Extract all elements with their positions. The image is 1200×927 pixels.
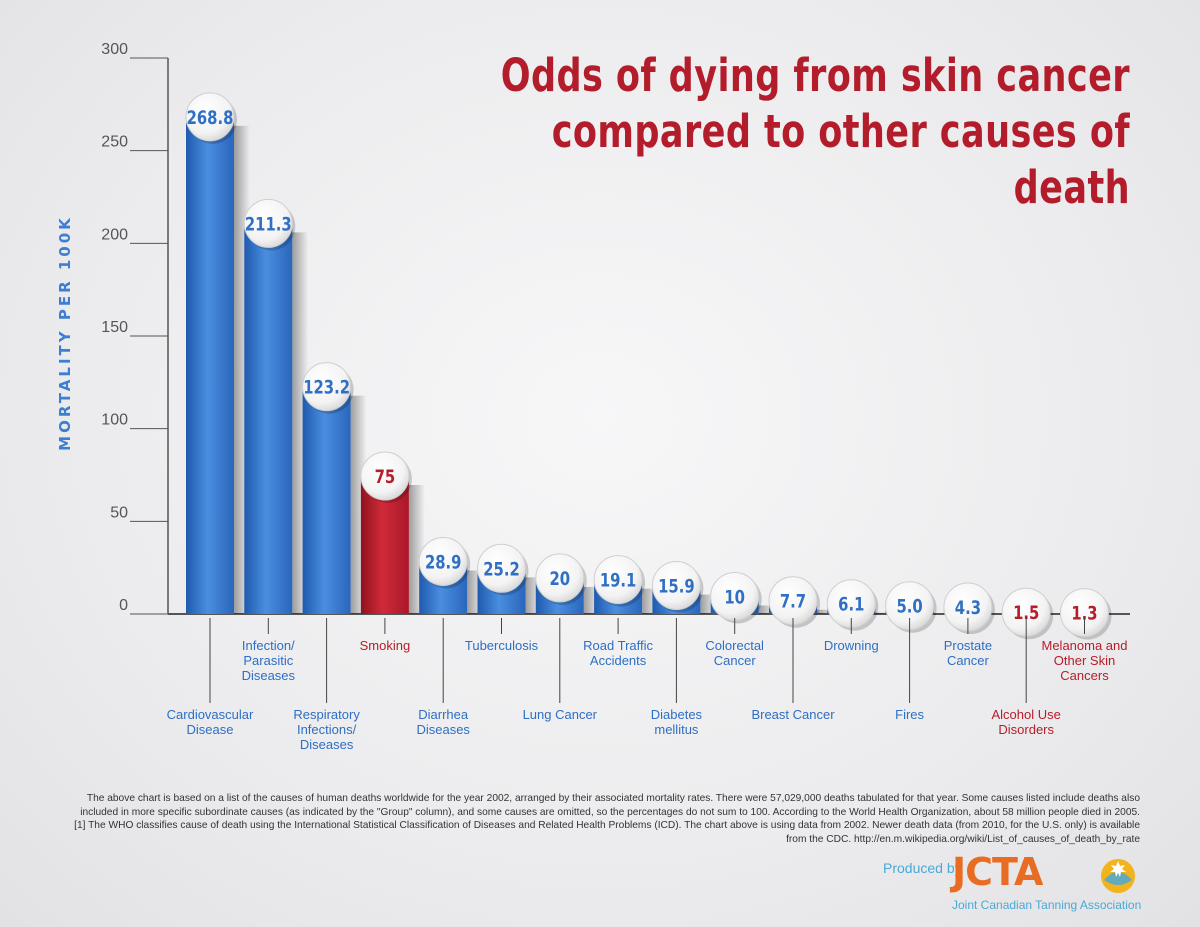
category-label-line: Cancer: [714, 653, 757, 668]
value-bubble: [418, 536, 468, 586]
category-label-line: Road Traffic: [583, 638, 653, 653]
category-label-line: Respiratory: [293, 707, 360, 722]
data-label: 268.8: [187, 107, 234, 129]
category-label-line: Cardiovascular: [167, 707, 254, 722]
bar-shadow: [817, 609, 833, 614]
jcta-logo: JCTA: [952, 850, 1043, 894]
category-label: Alcohol Use Disorders: [992, 707, 1061, 737]
category-label-line: Diseases: [300, 737, 354, 752]
category-label-line: Colorectal: [705, 638, 764, 653]
bar-shadow: [758, 605, 775, 614]
y-tick-label: 150: [101, 319, 128, 336]
category-label: Respiratory Infections/Diseases: [293, 707, 360, 752]
category-label-line: mellitus: [654, 722, 699, 737]
category-label-line: Parasitic: [243, 653, 293, 668]
category-label: Prostate Cancer: [944, 638, 992, 668]
value-bubble: [477, 543, 526, 593]
value-bubble: [243, 198, 293, 248]
bar: [302, 385, 351, 614]
category-label: Lung Cancer: [523, 707, 598, 722]
category-label: Cardiovascular Disease: [167, 707, 254, 737]
category-label-line: Drowning: [824, 638, 879, 653]
data-label: 75: [375, 466, 396, 488]
category-label-line: Infections/: [297, 722, 357, 737]
category-label-line: Accidents: [590, 653, 647, 668]
chart-title: Odds of dying from skin cancer compared …: [500, 49, 1130, 214]
category-label-line: Fires: [895, 707, 924, 722]
category-label-line: Cancers: [1060, 668, 1109, 683]
data-label: 15.9: [658, 576, 695, 598]
bar-shadow: [875, 612, 892, 614]
value-bubble: [593, 555, 643, 605]
category-label: Colorectal Cancer: [705, 638, 764, 668]
category-label-line: Lung Cancer: [523, 707, 598, 722]
category-label: Diabetes mellitus: [651, 707, 703, 737]
bar: [186, 115, 234, 614]
category-label-line: Diseases: [416, 722, 470, 737]
category-label-line: Melanoma and: [1042, 638, 1128, 653]
y-tick-label: 100: [101, 412, 128, 429]
value-bubble: [535, 553, 585, 603]
value-bubble: [360, 451, 410, 501]
y-tick-label: 50: [110, 504, 128, 521]
value-bubble: [1060, 588, 1109, 638]
category-label-line: Disease: [187, 722, 234, 737]
category-label-line: Diarrhea: [418, 707, 469, 722]
produced-by-label: Produced by: [883, 860, 962, 876]
data-label: 1.5: [1013, 602, 1039, 624]
category-label-line: Cancer: [947, 653, 990, 668]
footnote: The above chart is based on a list of th…: [74, 793, 1140, 845]
category-label: Road Traffic Accidents: [583, 638, 653, 668]
data-label: 1.3: [1071, 603, 1097, 625]
data-label: 25.2: [483, 559, 520, 581]
data-label: 19.1: [600, 570, 637, 592]
value-bubble: [185, 92, 235, 142]
category-label: Infection/Parasitic Diseases: [242, 638, 296, 683]
data-label: 123.2: [303, 377, 350, 399]
category-label-line: Other Skin: [1054, 653, 1115, 668]
data-label: 10: [724, 587, 745, 609]
category-label-line: Disorders: [998, 722, 1054, 737]
data-label: 4.3: [955, 597, 981, 619]
category-label: Tuberculosis: [465, 638, 539, 653]
category-label: Drowning: [824, 638, 879, 653]
value-bubble: [302, 362, 352, 412]
category-label: Breast Cancer: [751, 707, 835, 722]
y-tick-label: 250: [101, 134, 128, 151]
y-tick-label: 200: [101, 226, 128, 243]
bar: [244, 222, 293, 614]
category-label-line: Tuberculosis: [465, 638, 539, 653]
category-label-line: Smoking: [360, 638, 411, 653]
category-label: Diarrhea Diseases: [416, 707, 470, 737]
category-label-line: Diseases: [242, 668, 296, 683]
category-label-line: Breast Cancer: [751, 707, 835, 722]
org-name: Joint Canadian Tanning Association: [952, 898, 1142, 912]
data-label: 7.7: [780, 591, 806, 613]
data-label: 211.3: [245, 214, 292, 236]
category-label: Fires: [895, 707, 924, 722]
category-label-line: Diabetes: [651, 707, 703, 722]
category-label-line: Prostate: [944, 638, 992, 653]
value-bubble: [651, 561, 701, 611]
data-label: 28.9: [425, 552, 462, 574]
sun-logo-icon: [1101, 859, 1135, 893]
data-label: 5.0: [896, 596, 922, 618]
category-label-line: Alcohol Use: [992, 707, 1061, 722]
y-tick-label: 0: [119, 597, 128, 614]
data-label: 20: [549, 568, 570, 590]
category-label-line: Infection/: [242, 638, 295, 653]
category-label: Smoking: [360, 638, 411, 653]
y-tick-label: 300: [101, 41, 128, 58]
category-label: Melanoma and Other Skin Cancers: [1042, 638, 1128, 683]
data-label: 6.1: [838, 594, 864, 616]
